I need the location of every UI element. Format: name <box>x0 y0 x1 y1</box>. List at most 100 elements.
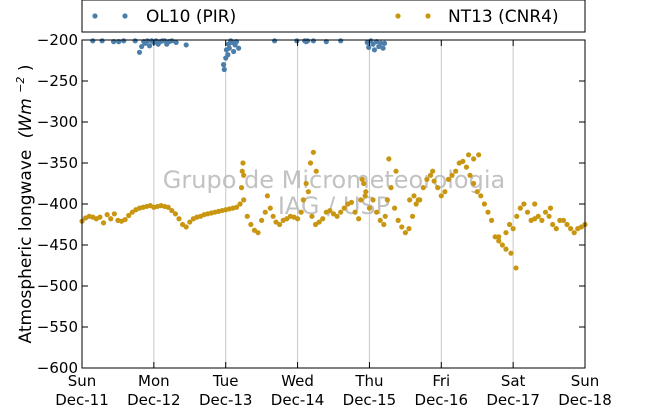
y-axis-title-text: Atmospheric longwave <box>16 150 36 344</box>
data-point-1-130 <box>524 209 531 215</box>
data-point-1-9 <box>111 211 117 217</box>
data-point-1-72 <box>327 207 333 214</box>
data-point-1-63 <box>298 209 304 215</box>
x-tick-date-2: Dec-13 <box>199 391 253 409</box>
y-tick-label-6: −500 <box>37 277 78 295</box>
data-point-1-30 <box>187 219 193 225</box>
data-point-0-42 <box>310 38 316 44</box>
data-points <box>79 38 588 271</box>
data-point-1-123 <box>499 242 505 248</box>
data-point-0-54 <box>381 40 388 46</box>
data-point-1-102 <box>427 172 434 178</box>
data-point-1-147 <box>465 152 472 158</box>
data-point-0-41 <box>305 38 311 44</box>
data-point-1-94 <box>399 224 405 230</box>
data-point-1-50 <box>255 230 261 236</box>
axis-ticks: −200−250−300−350−400−450−500−550−600SunD… <box>37 31 612 409</box>
data-point-1-84 <box>366 205 373 211</box>
data-point-1-66 <box>305 189 311 195</box>
data-point-1-101 <box>424 176 430 182</box>
data-point-0-5 <box>132 38 138 44</box>
x-tick-date-3: Dec-14 <box>271 391 325 409</box>
data-point-1-115 <box>471 180 477 187</box>
data-point-1-158 <box>241 172 247 178</box>
data-point-1-110 <box>453 168 459 174</box>
data-point-1-79 <box>352 209 358 215</box>
data-point-1-12 <box>122 216 128 223</box>
data-point-0-36 <box>236 45 242 51</box>
data-point-1-89 <box>382 213 388 219</box>
data-point-1-85 <box>370 197 376 203</box>
data-point-1-96 <box>406 226 412 232</box>
data-point-1-43 <box>233 204 240 210</box>
data-point-0-6 <box>136 49 143 55</box>
y-axis-title: Atmospheric longwave (Wm −2 ) <box>9 65 36 344</box>
data-point-1-81 <box>358 197 364 203</box>
data-point-0-23 <box>183 42 189 48</box>
data-point-1-57 <box>277 221 283 228</box>
data-point-1-97 <box>409 213 416 219</box>
data-point-1-128 <box>517 205 523 211</box>
x-tick-date-1: Dec-12 <box>127 391 181 409</box>
x-tick-day-4: Thu <box>354 372 383 390</box>
x-tick-day-3: Wed <box>281 372 314 390</box>
legend-marker-1b <box>425 13 431 19</box>
data-point-0-38 <box>294 38 300 44</box>
data-point-1-13 <box>126 212 132 219</box>
data-point-0-25 <box>221 66 227 73</box>
data-point-1-92 <box>391 205 398 211</box>
data-point-1-106 <box>438 193 444 199</box>
data-point-1-142 <box>568 226 574 232</box>
x-tick-date-4: Dec-15 <box>343 391 397 409</box>
data-point-0-49 <box>371 47 378 53</box>
data-point-1-167 <box>411 193 417 199</box>
data-point-1-121 <box>492 234 498 240</box>
y-tick-label-8: −600 <box>37 359 78 377</box>
data-point-1-154 <box>532 201 538 207</box>
data-point-1-163 <box>362 193 368 199</box>
data-point-1-165 <box>393 168 399 174</box>
data-point-1-90 <box>384 197 390 203</box>
data-point-0-52 <box>378 40 384 46</box>
data-point-1-26 <box>172 211 179 217</box>
data-point-1-74 <box>334 213 340 219</box>
data-point-1-116 <box>474 189 480 195</box>
legend-marker-0a <box>92 13 98 19</box>
data-point-1-88 <box>381 221 387 228</box>
y-tick-label-1: −250 <box>37 72 78 90</box>
data-point-1-137 <box>550 221 556 228</box>
x-tick-date-0: Dec-11 <box>55 391 109 409</box>
data-point-1-69 <box>316 219 322 225</box>
data-point-1-65 <box>303 180 309 187</box>
y-tick-label-3: −350 <box>37 154 78 172</box>
data-point-1-109 <box>449 172 455 178</box>
data-point-1-103 <box>430 168 436 174</box>
data-point-1-114 <box>467 172 473 178</box>
data-point-0-24 <box>220 62 227 68</box>
x-tick-day-6: Sat <box>501 372 526 390</box>
data-point-1-138 <box>553 226 559 232</box>
data-point-1-143 <box>571 230 577 236</box>
data-point-0-37 <box>271 38 278 44</box>
data-point-1-98 <box>413 201 419 207</box>
plot-area <box>82 40 585 368</box>
data-point-1-29 <box>183 224 189 230</box>
data-point-1-82 <box>359 176 365 182</box>
y-tick-label-7: −550 <box>37 318 78 336</box>
y-tick-label-0: −200 <box>37 31 78 49</box>
data-point-1-107 <box>442 189 448 195</box>
data-point-1-120 <box>488 217 495 223</box>
data-point-1-45 <box>238 185 245 191</box>
legend-marker-1a <box>395 13 401 19</box>
legend-label-1: NT13 (CNR4) <box>448 7 559 27</box>
data-point-1-113 <box>463 164 470 170</box>
data-point-1-161 <box>313 168 319 174</box>
data-point-1-108 <box>445 176 452 182</box>
data-point-1-53 <box>264 193 270 199</box>
data-point-1-24 <box>165 204 171 210</box>
data-point-1-5 <box>97 214 103 220</box>
data-point-1-27 <box>176 216 182 222</box>
data-point-1-51 <box>259 217 265 223</box>
data-point-1-104 <box>431 178 437 184</box>
